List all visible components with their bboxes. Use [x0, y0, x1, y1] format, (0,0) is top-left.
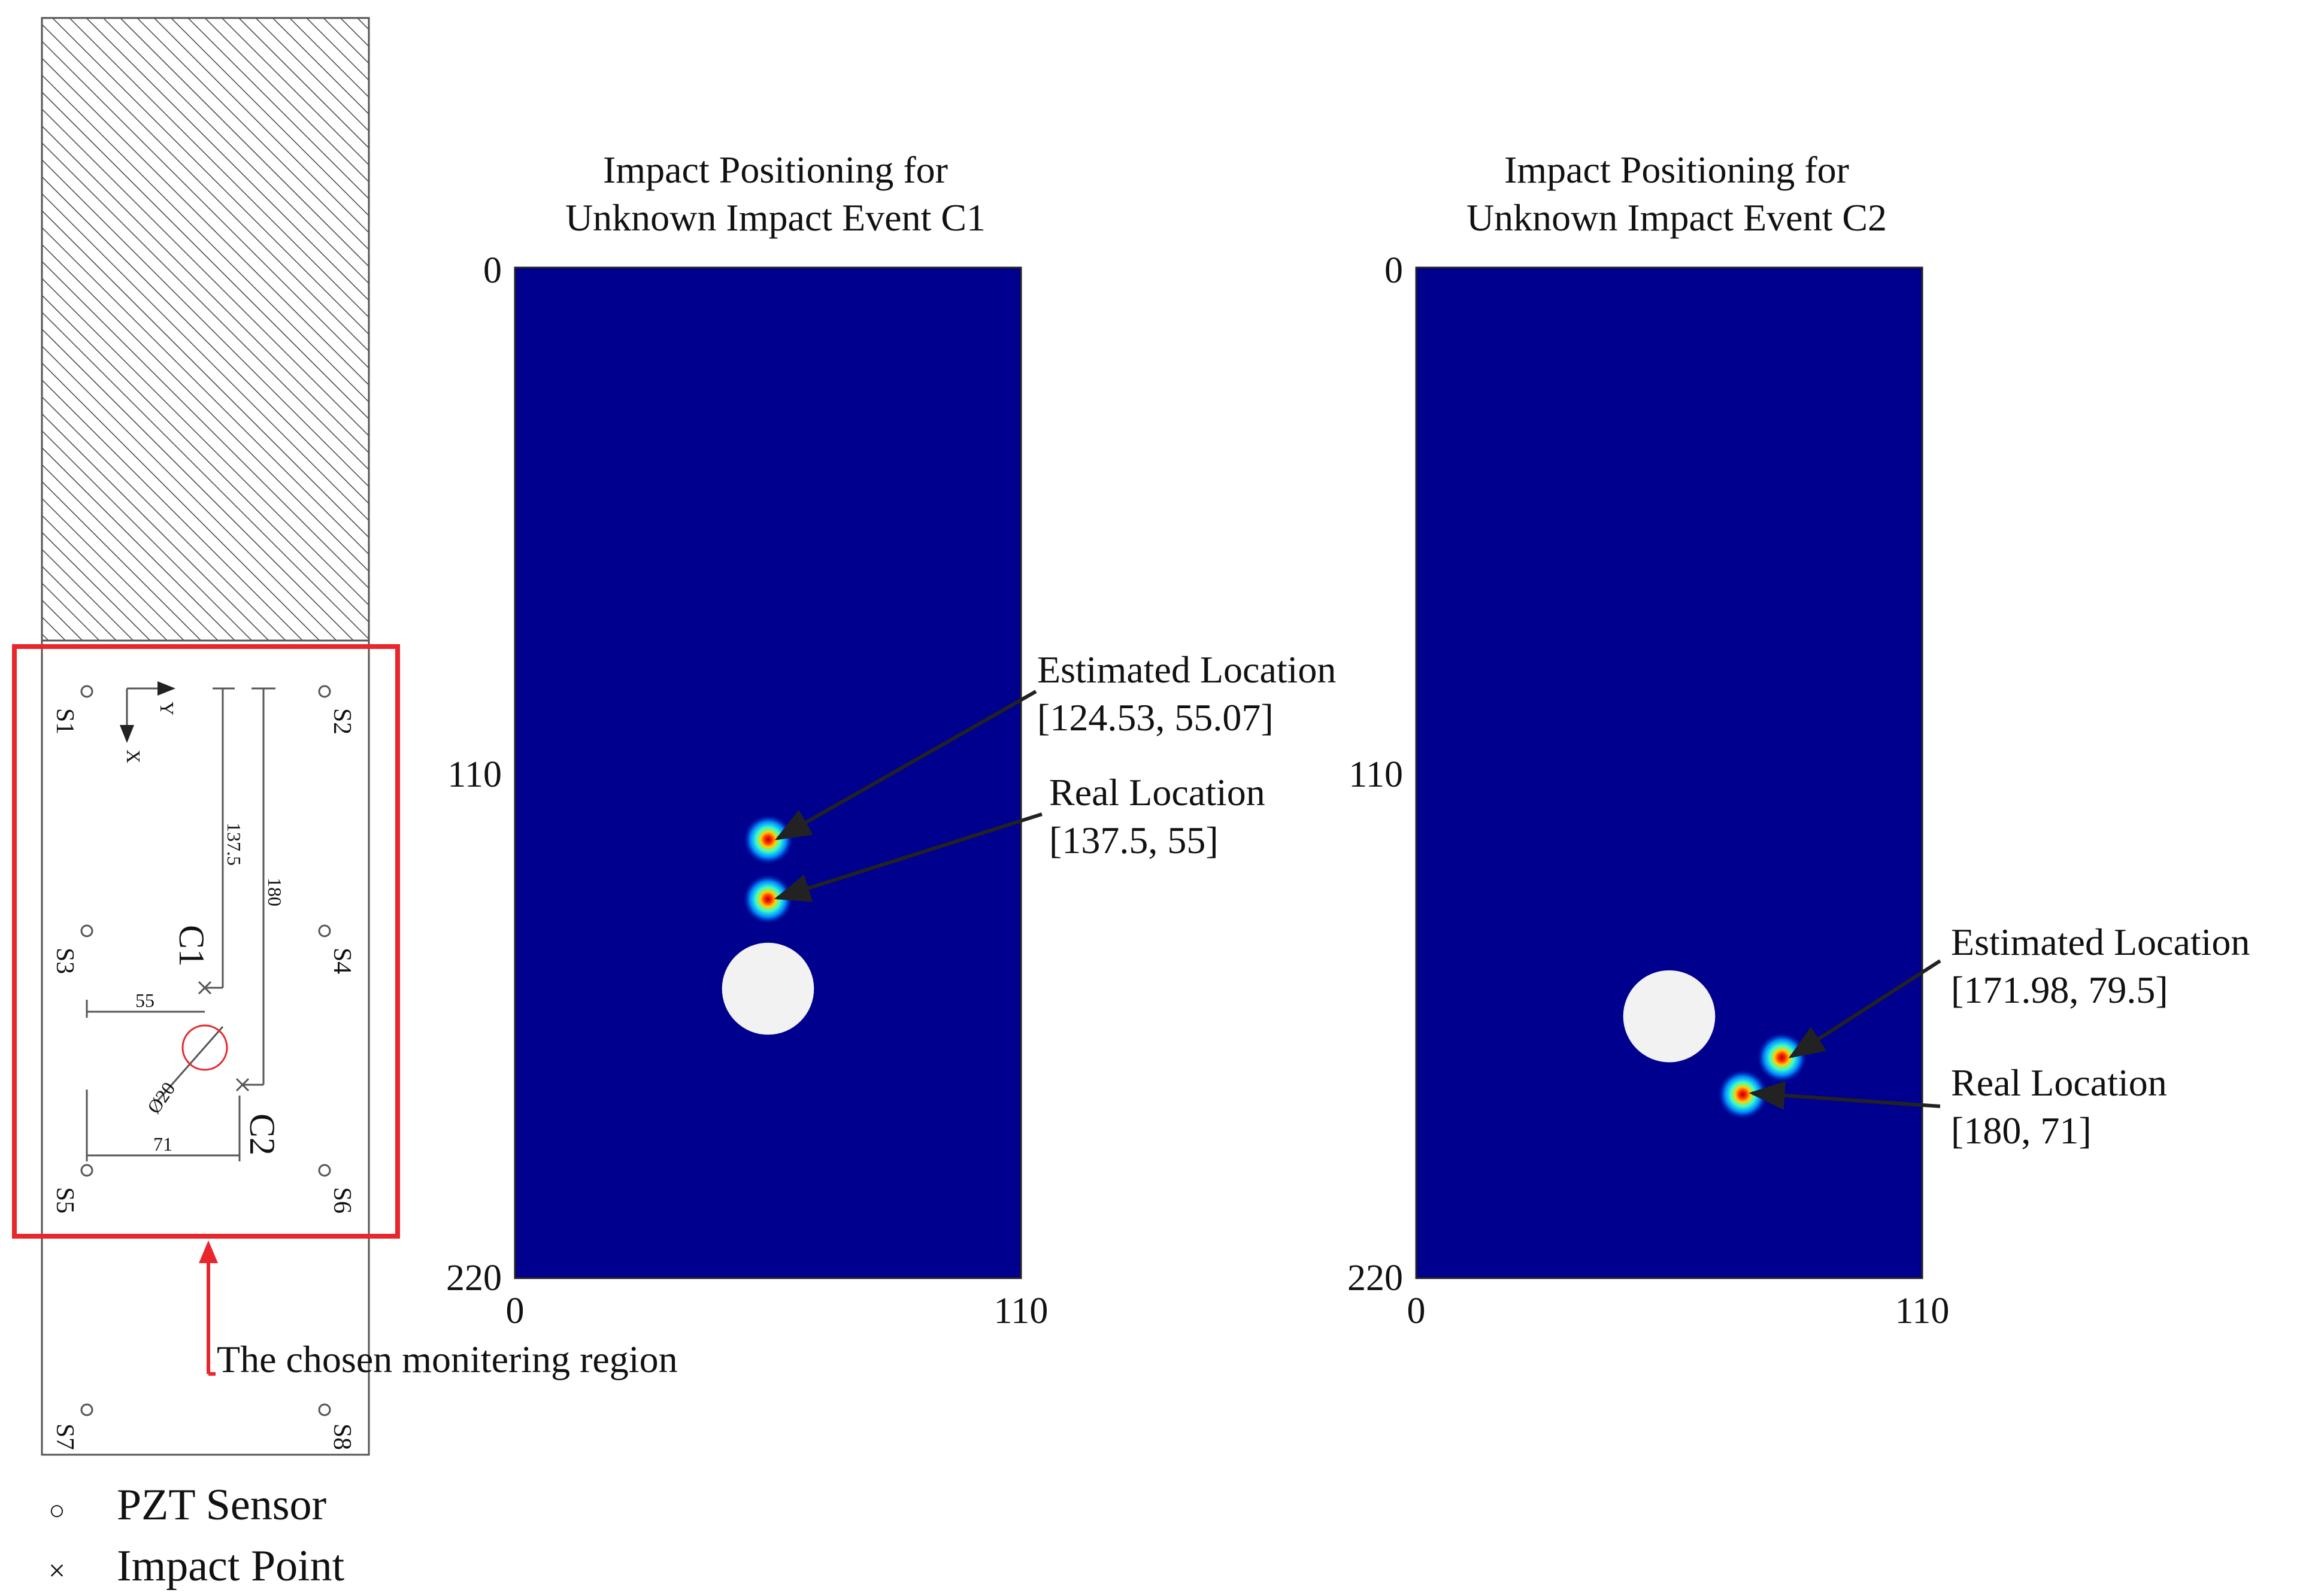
- map-c2-real-coords: [180, 71]: [1951, 1109, 2092, 1152]
- map-c1-real-arrow: [774, 812, 1043, 902]
- sensor-s2-label: S2: [328, 708, 356, 735]
- sensor-s7-icon: [80, 1403, 93, 1416]
- map-c2-estimated-coords: [171.98, 79.5]: [1951, 969, 2168, 1011]
- map-c2-y-tick-220: 220: [1347, 1258, 1403, 1298]
- dimension-71: 71: [153, 1133, 172, 1155]
- sensor-s5-label: S5: [51, 1187, 78, 1213]
- map-c2-real-label: Real Location: [1951, 1061, 2167, 1104]
- map-c2-x-tick-110: 110: [1895, 1291, 1950, 1331]
- dimension-137-5: 137.5: [223, 823, 245, 866]
- impact-label-c2: C2: [243, 1113, 282, 1155]
- map-c1-real-coords: [137.5, 55]: [1049, 819, 1219, 861]
- sensor-markers: [80, 685, 331, 1416]
- map-c2-hole: [1623, 970, 1716, 1063]
- monitoring-region-arrowhead: [199, 1240, 218, 1263]
- map-c1-estimated-label: Estimated Location: [1037, 648, 1336, 691]
- map-c2-estimated-arrow: [1788, 959, 1941, 1058]
- map-c2-y-tick-110: 110: [1349, 754, 1403, 795]
- sensor-s7-label: S7: [51, 1424, 78, 1450]
- map-c2-title-line1: Impact Positioning for: [1504, 148, 1849, 191]
- map-c1-estimated-arrow: [774, 690, 1037, 841]
- map-c2-real-arrow: [1749, 1081, 1941, 1110]
- map-c1-real-hotspot: [743, 873, 793, 925]
- map-c1-field: [514, 266, 1022, 1279]
- x-axis-letter: X: [123, 750, 144, 763]
- dimension-180: 180: [264, 878, 286, 906]
- coordinate-axes: [120, 681, 175, 743]
- sensor-s2-icon: [318, 685, 331, 698]
- hole-outline: [181, 1024, 228, 1071]
- sensor-s1-icon: [80, 685, 93, 698]
- clamped-region-hatch: [41, 17, 370, 642]
- legend: ○ PZT Sensor × Impact Point: [49, 1480, 345, 1591]
- y-axis-letter: Y: [156, 702, 178, 715]
- dimension-55: 55: [135, 990, 154, 1011]
- specimen-diagram: S1 S2 S3 S4 S5 S6 S7 S8 Y X 13: [12, 17, 678, 1456]
- sensor-s4-label: S4: [328, 948, 356, 974]
- map-c1-estimated-coords: [124.53, 55.07]: [1037, 696, 1274, 739]
- map-c1-y-tick-110: 110: [447, 754, 502, 795]
- map-c2-field: [1415, 266, 1923, 1279]
- map-c2-title-line2: Unknown Impact Event C2: [1466, 196, 1887, 239]
- monitoring-region-arrow: [207, 1251, 216, 1376]
- map-c1-estimated-hotspot: [743, 814, 794, 865]
- map-c1-hole: [722, 942, 814, 1035]
- impact-point-c2-icon: [235, 1078, 250, 1092]
- map-c1-x-tick-0: 0: [506, 1291, 525, 1331]
- map-c2-x-tick-0: 0: [1407, 1291, 1426, 1331]
- sensor-s3-icon: [80, 924, 93, 937]
- sensor-s4-icon: [318, 924, 331, 937]
- sensor-s6-label: S6: [328, 1187, 356, 1213]
- monitoring-region-caption: The chosen monitering region: [217, 1338, 678, 1380]
- sensor-s8-label: S8: [328, 1424, 356, 1450]
- map-c1-real-label: Real Location: [1049, 771, 1265, 814]
- map-c1-y-tick-0: 0: [483, 250, 502, 291]
- sensor-s3-label: S3: [51, 948, 78, 974]
- legend-sensor-label: PZT Sensor: [117, 1480, 326, 1530]
- map-c2: Impact Positioning for Unknown Impact Ev…: [1347, 148, 2250, 1331]
- sensor-s6-icon: [318, 1164, 331, 1177]
- legend-sensor-symbol: ○: [49, 1495, 65, 1525]
- map-c1-y-tick-220: 220: [446, 1258, 502, 1298]
- sensor-s5-icon: [80, 1164, 93, 1177]
- legend-impact-label: Impact Point: [117, 1542, 345, 1591]
- sensor-s8-icon: [318, 1403, 331, 1416]
- impact-label-c1: C1: [172, 925, 211, 967]
- monitoring-region-box: [12, 644, 400, 1239]
- legend-impact-symbol: ×: [49, 1553, 65, 1587]
- map-c1-x-tick-110: 110: [994, 1291, 1049, 1331]
- map-c2-estimated-label: Estimated Location: [1951, 921, 2250, 963]
- map-c1-title-line1: Impact Positioning for: [603, 148, 948, 191]
- map-c2-y-tick-0: 0: [1384, 250, 1403, 291]
- map-c1: Impact Positioning for Unknown Impact Ev…: [446, 148, 1336, 1331]
- map-c1-title-line2: Unknown Impact Event C1: [565, 196, 986, 239]
- sensor-s1-label: S1: [51, 708, 78, 735]
- map-c2-estimated-hotspot: [1756, 1032, 1807, 1083]
- impact-point-c1-icon: [198, 981, 212, 995]
